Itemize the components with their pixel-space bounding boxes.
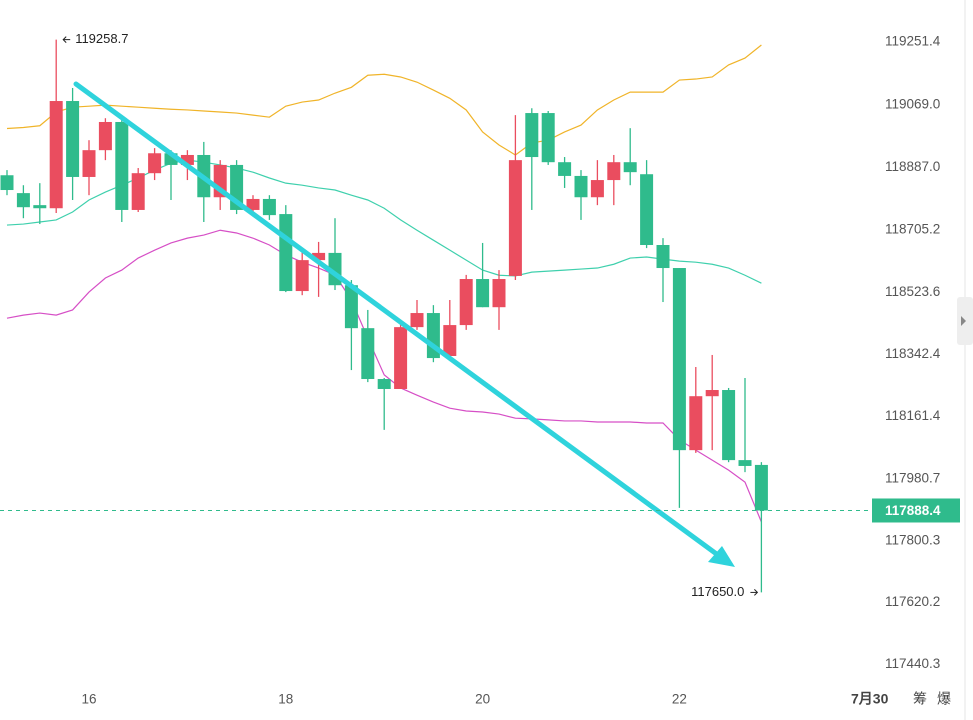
candle-body bbox=[410, 313, 424, 328]
candle-body bbox=[377, 379, 391, 389]
footer-label[interactable]: 筹 bbox=[913, 691, 927, 707]
overlay: 119251.4 119069.0 118887.0 118705.2 118523.6… bbox=[0, 31, 960, 707]
y-tick-label: 119069.0 bbox=[885, 96, 940, 111]
candle-body bbox=[508, 160, 522, 276]
last-price-label: 117888.4 bbox=[885, 503, 941, 518]
candle-body bbox=[656, 245, 670, 269]
candle-body bbox=[115, 121, 129, 210]
y-tick-label: 117620.2 bbox=[885, 594, 940, 609]
low-arrow-head bbox=[754, 589, 759, 596]
candle-body bbox=[16, 193, 30, 208]
candle-body bbox=[312, 252, 326, 261]
candle-body bbox=[394, 327, 408, 389]
candle-body bbox=[590, 180, 604, 198]
band-line bbox=[6, 229, 762, 523]
candle-body bbox=[541, 113, 555, 163]
high-label: 119258.7 bbox=[75, 31, 128, 46]
x-tick-label: 22 bbox=[672, 692, 687, 707]
y-tick-label: 118705.2 bbox=[885, 221, 940, 236]
last-price-tag bbox=[872, 498, 960, 523]
candle-body bbox=[574, 175, 588, 198]
candle-body bbox=[623, 162, 637, 173]
candle-body bbox=[82, 150, 96, 177]
y-tick-label: 118342.4 bbox=[885, 346, 941, 361]
candle-body bbox=[607, 162, 621, 181]
candle-body bbox=[164, 153, 178, 165]
candle-body bbox=[476, 279, 490, 308]
trend-arrow-head bbox=[708, 546, 735, 567]
candle-body bbox=[344, 285, 358, 329]
footer-label: 7月30 bbox=[851, 691, 889, 707]
candle-body bbox=[705, 390, 719, 397]
candle-body bbox=[525, 113, 539, 158]
candle-body bbox=[443, 325, 457, 356]
candle-body bbox=[279, 214, 293, 292]
high-arrow-head bbox=[62, 36, 67, 43]
candle-body bbox=[361, 328, 375, 380]
candle-body bbox=[98, 121, 112, 151]
y-tick-label: 118523.6 bbox=[885, 284, 940, 299]
x-tick-label: 18 bbox=[278, 692, 293, 707]
y-tick-label: 117800.3 bbox=[885, 532, 940, 547]
candle-body bbox=[148, 153, 162, 174]
trend-arrow bbox=[73, 81, 725, 561]
candle-body bbox=[180, 154, 194, 165]
candle-body bbox=[49, 101, 63, 209]
low-label: 117650.0 bbox=[691, 584, 744, 599]
candle-body bbox=[131, 173, 145, 210]
candle-body bbox=[689, 396, 703, 451]
band-line bbox=[6, 44, 762, 156]
candle-body bbox=[558, 162, 572, 176]
candle-body bbox=[722, 390, 736, 461]
candle-body bbox=[640, 174, 654, 246]
x-tick-label: 16 bbox=[81, 692, 96, 707]
candle-body bbox=[295, 260, 309, 292]
footer-label[interactable]: 爆 bbox=[937, 691, 951, 707]
y-tick-label: 117440.3 bbox=[885, 656, 940, 671]
y-tick-label: 118161.4 bbox=[885, 408, 941, 423]
candle-body bbox=[66, 101, 80, 177]
x-tick-label: 20 bbox=[475, 692, 490, 707]
y-tick-label: 119251.4 bbox=[885, 34, 941, 49]
candle-body bbox=[0, 175, 14, 191]
candle-body bbox=[492, 279, 506, 308]
candle-body bbox=[754, 464, 768, 511]
candle-body bbox=[672, 268, 686, 451]
candle-body bbox=[246, 198, 260, 210]
y-tick-label: 118887.0 bbox=[885, 159, 940, 174]
side-handle-icon bbox=[961, 316, 966, 326]
y-tick-label: 117980.7 bbox=[885, 470, 940, 485]
candle-body bbox=[738, 460, 752, 466]
candle-body bbox=[33, 205, 47, 209]
candle-body bbox=[262, 198, 276, 216]
candle-body bbox=[459, 279, 473, 326]
